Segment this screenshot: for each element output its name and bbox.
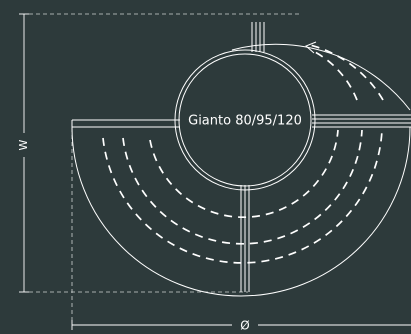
walking-line-middle [122, 129, 363, 245]
outer-arc [71, 126, 411, 297]
width-label: W [17, 139, 30, 150]
walking-line-upper-outer [309, 44, 384, 101]
model-label: Gianto 80/95/120 [188, 114, 302, 129]
width-label-mask [17, 133, 31, 157]
upper-outer-arc [231, 43, 411, 111]
walking-line-outer [102, 129, 383, 264]
staircase-outline [71, 22, 411, 297]
direction-arrow-icon [305, 41, 317, 54]
diameter-label-mask [232, 317, 258, 333]
central-column: Gianto 80/95/120 [174, 49, 316, 191]
column-inner-ring [178, 53, 312, 187]
diameter-dimension: Ø [71, 128, 411, 333]
walking-line-inner [149, 129, 339, 219]
column-outer-ring [174, 49, 316, 191]
walking-line-upper-inner [314, 51, 358, 101]
width-dimension: W [17, 13, 300, 293]
diameter-label: Ø [240, 319, 249, 333]
walking-lines [102, 41, 384, 264]
